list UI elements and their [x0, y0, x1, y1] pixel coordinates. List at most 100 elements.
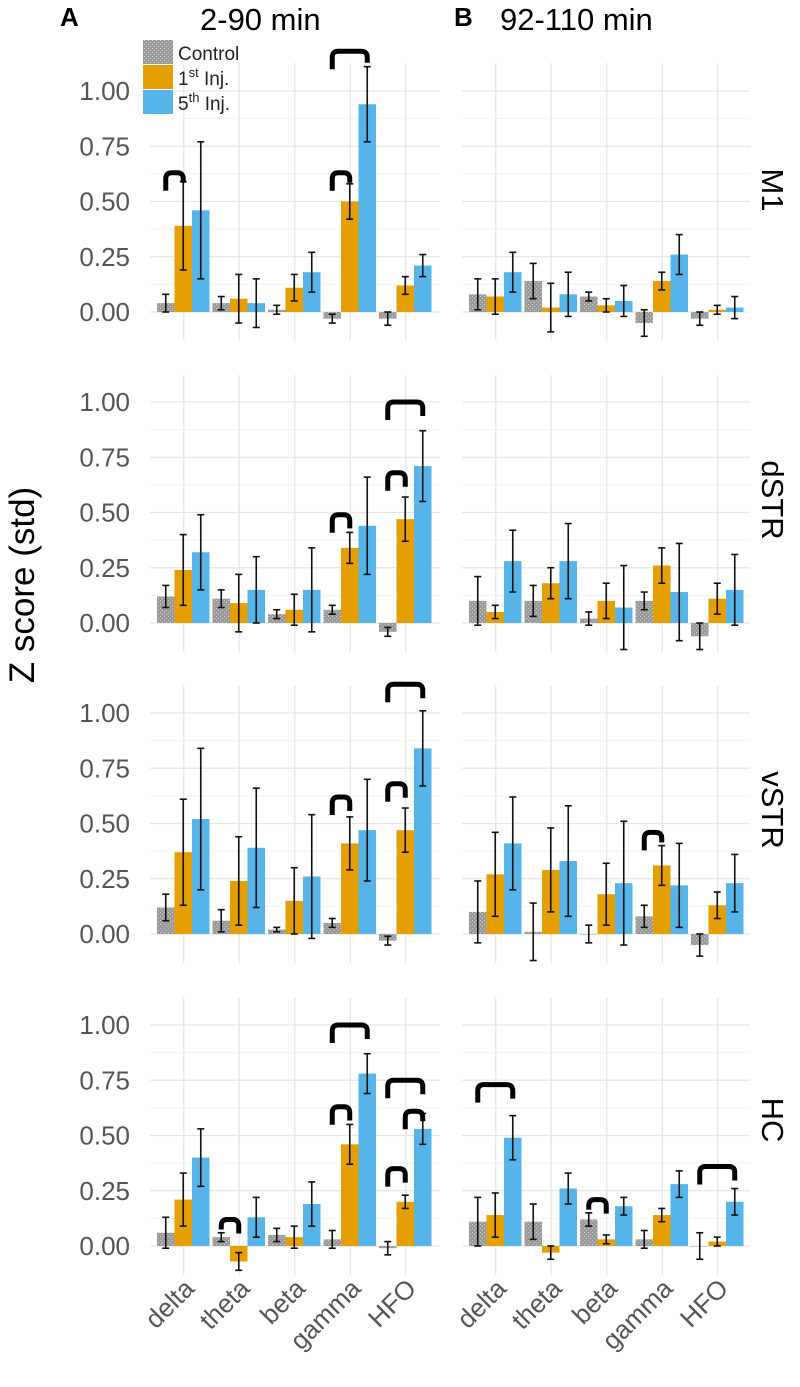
error-bar-1st-inj-theta	[235, 273, 243, 324]
error-bar-control-delta	[162, 293, 170, 313]
row-label-dstr: dSTR	[755, 460, 790, 539]
bar-5th-inj-HFO	[414, 748, 432, 934]
error-bar-5th-inj-gamma	[363, 476, 371, 576]
significance-bracket	[385, 399, 426, 420]
error-bar-5th-inj-beta	[308, 251, 316, 293]
legend-5th-sup: th	[189, 90, 200, 105]
error-bar-5th-inj-HFO	[419, 253, 427, 278]
y-tick-label: 0.50	[79, 1121, 130, 1151]
error-bar-1st-inj-delta	[179, 533, 187, 607]
bar-5th-inj-delta	[192, 1157, 210, 1246]
error-bar-1st-inj-gamma	[346, 816, 354, 871]
error-bar-1st-inj-beta	[602, 297, 610, 313]
panel-2-0: 0.00 0.25 0.50 0.75 1.00	[79, 681, 440, 963]
y-tick-label: 1.00	[79, 1010, 130, 1040]
error-bar-5th-inj-HFO	[419, 429, 427, 503]
legend-5th-base: 5	[178, 94, 189, 115]
error-bar-1st-inj-HFO	[713, 1236, 721, 1247]
error-bar-control-HFO	[696, 1231, 704, 1261]
error-bar-1st-inj-theta	[235, 835, 243, 926]
error-bar-1st-inj-delta	[179, 798, 187, 907]
error-bar-control-theta	[529, 584, 537, 618]
error-bar-5th-inj-theta	[564, 522, 572, 600]
bar-control-gamma	[635, 600, 653, 623]
error-bar-control-delta	[474, 278, 482, 311]
significance-bracket	[329, 48, 370, 70]
error-bar-5th-inj-beta	[620, 564, 628, 651]
error-bar-control-theta	[217, 589, 225, 609]
error-bar-control-HFO	[696, 933, 704, 957]
significance-bracket	[586, 1197, 609, 1214]
bar-control-delta	[157, 596, 175, 623]
error-bar-5th-inj-gamma	[675, 542, 683, 642]
error-bar-1st-inj-delta	[491, 278, 499, 316]
y-tick-label: 0.75	[79, 1065, 130, 1095]
error-bar-control-HFO	[384, 1240, 392, 1256]
significance-bracket	[402, 1108, 426, 1130]
legend-label-5th-inj: 5th Inj.	[178, 90, 230, 115]
panel-letter-b: B	[454, 2, 473, 32]
error-bar-control-gamma	[328, 917, 336, 929]
error-bar-1st-inj-gamma	[658, 1207, 666, 1223]
error-bar-control-HFO	[696, 311, 704, 327]
bar-1st-inj-gamma	[653, 865, 671, 934]
error-bar-1st-inj-beta	[602, 1234, 610, 1245]
bar-1st-inj-HFO	[396, 830, 414, 934]
error-bar-control-gamma	[640, 591, 648, 611]
error-bar-1st-inj-theta	[235, 573, 243, 633]
x-tick-label-HFO: HFO	[362, 1273, 422, 1333]
legend-label-control-text: Control	[178, 44, 239, 65]
significance-bracket	[329, 1022, 370, 1043]
bar-control-beta	[580, 1219, 598, 1246]
error-bar-control-gamma	[328, 313, 336, 324]
error-bar-5th-inj-gamma	[675, 1170, 683, 1199]
y-tick-label: 0.75	[79, 753, 130, 783]
error-bar-control-gamma	[328, 604, 336, 615]
error-bar-5th-inj-theta	[252, 787, 260, 909]
error-bar-5th-inj-beta	[620, 284, 628, 318]
error-bar-control-beta	[585, 611, 593, 627]
y-tick-label: 0.50	[79, 498, 130, 528]
error-bar-1st-inj-beta	[602, 582, 610, 620]
error-bar-1st-inj-gamma	[658, 271, 666, 291]
error-bar-5th-inj-gamma	[363, 1052, 371, 1095]
error-bar-control-beta	[273, 304, 281, 316]
error-bar-1st-inj-theta	[547, 282, 555, 333]
x-tick-label-theta: theta	[505, 1273, 567, 1335]
error-bar-control-gamma	[640, 904, 648, 929]
error-bar-1st-inj-gamma	[658, 547, 666, 585]
error-bar-1st-inj-theta	[547, 1245, 555, 1261]
y-tick-label: 0.50	[79, 809, 130, 839]
bar-1st-inj-gamma	[653, 1215, 671, 1246]
bar-1st-inj-gamma	[653, 281, 671, 312]
error-bar-control-theta	[529, 902, 537, 962]
error-bar-1st-inj-beta	[290, 866, 298, 935]
error-bar-control-theta	[217, 295, 225, 311]
legend-1st-rest: Inj.	[199, 69, 230, 90]
error-bar-1st-inj-HFO	[713, 891, 721, 920]
error-bar-5th-inj-theta	[252, 555, 260, 624]
error-bar-5th-inj-delta	[509, 796, 517, 891]
error-bar-1st-inj-HFO	[713, 304, 721, 316]
bar-5th-inj-delta	[504, 1137, 522, 1246]
row-label-hc: HC	[755, 1098, 790, 1143]
legend-1st-base: 1	[178, 69, 189, 90]
legend-swatch-control	[143, 40, 173, 64]
significance-bracket	[329, 512, 353, 533]
error-bar-control-beta	[585, 1212, 593, 1227]
bar-5th-inj-gamma	[670, 254, 688, 312]
row-label-m1: M1	[755, 168, 790, 211]
bar-5th-inj-gamma	[358, 1073, 376, 1246]
error-bar-5th-inj-beta	[308, 1181, 316, 1227]
y-tick-label: 0.75	[79, 131, 130, 161]
bar-5th-inj-HFO	[414, 265, 432, 312]
y-tick-label: 1.00	[79, 387, 130, 417]
error-bar-1st-inj-theta	[547, 566, 555, 600]
error-bar-1st-inj-HFO	[401, 275, 409, 296]
error-bar-1st-inj-beta	[290, 1225, 298, 1250]
error-bar-5th-inj-delta	[197, 1128, 205, 1188]
panel-1-0: 0.00 0.25 0.50 0.75 1.00	[79, 375, 440, 652]
error-bar-5th-inj-gamma	[675, 233, 683, 276]
column-title-a: 2-90 min	[200, 2, 321, 37]
